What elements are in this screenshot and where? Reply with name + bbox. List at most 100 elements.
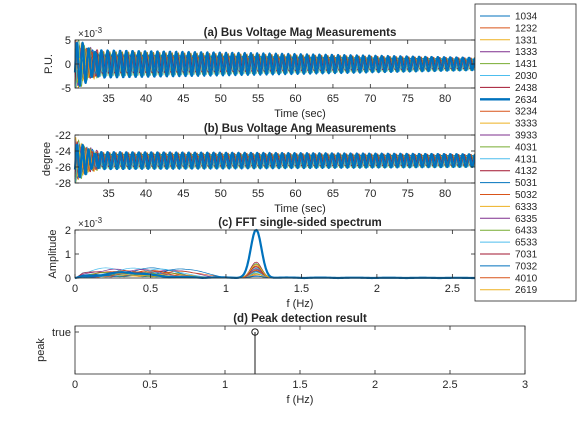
panel-d-title: (d) Peak detection result — [233, 313, 367, 325]
panel-b: (b) Bus Voltage Ang Measurements 35 40 45 5… — [41, 123, 477, 215]
legend-box — [474, 3, 577, 302]
legend-label-6533: 6533 — [515, 238, 538, 249]
legend-label-4031: 4031 — [515, 142, 538, 153]
x-tick-label: 45 — [177, 188, 189, 200]
x-tick-label: 65 — [327, 188, 339, 200]
x-tick-label: 75 — [402, 188, 414, 200]
legend-items: 1034123213311333143120302438263432343333… — [480, 12, 538, 296]
panel-c-ticks: 0 0.5 1 1.5 2 2.5 0 1 2 — [65, 225, 475, 295]
x-tick-label: 0.5 — [142, 379, 157, 391]
y-tick-label: 0 — [65, 273, 71, 285]
y-tick-label: 5 — [65, 35, 71, 47]
legend-label-2634: 2634 — [515, 95, 538, 106]
x-tick-label: 2 — [372, 379, 378, 391]
legend-label-7031: 7031 — [515, 250, 538, 261]
x-tick-label: 50 — [215, 188, 227, 200]
x-tick-label: 55 — [252, 188, 264, 200]
legend-label-6433: 6433 — [515, 226, 538, 237]
x-tick-label: 0.5 — [143, 283, 158, 295]
y-tick-label: -22 — [55, 130, 71, 142]
legend-label-4010: 4010 — [515, 273, 538, 284]
legend-label-6335: 6335 — [515, 214, 538, 225]
panel-a-ylabel: P.U. — [43, 54, 55, 74]
x-tick-label: 75 — [402, 93, 414, 105]
legend-label-1331: 1331 — [515, 35, 538, 46]
panel-d-plot — [251, 328, 259, 374]
legend-label-1034: 1034 — [515, 12, 538, 23]
x-tick-label: 35 — [103, 188, 115, 200]
x-tick-label: 35 — [103, 93, 115, 105]
legend-label-5031: 5031 — [515, 178, 538, 189]
x-tick-label: 45 — [177, 93, 189, 105]
y-tick-label: 1 — [65, 249, 71, 261]
panel-b-plot — [73, 137, 477, 184]
panel-c-title: (c) FFT single-sided spectrum — [218, 217, 382, 229]
y-tick-label: -5 — [61, 83, 71, 95]
x-tick-label: 50 — [215, 93, 227, 105]
panel-b-xlabel: Time (sec) — [274, 203, 326, 215]
x-tick-label: 60 — [289, 188, 301, 200]
legend-label-3933: 3933 — [515, 131, 538, 142]
panel-b-title: (b) Bus Voltage Ang Measurements — [204, 123, 396, 135]
x-tick-label: 60 — [289, 93, 301, 105]
series-2634-line — [73, 143, 477, 179]
x-tick-label: 1.5 — [294, 283, 309, 295]
x-tick-label: 0 — [72, 379, 78, 391]
x-tick-label: 40 — [140, 93, 152, 105]
panel-a-xlabel: Time (sec) — [274, 108, 326, 120]
legend-label-6333: 6333 — [515, 202, 538, 213]
legend-label-3234: 3234 — [515, 107, 538, 118]
x-tick-label: 1.5 — [292, 379, 307, 391]
x-tick-label: 80 — [439, 93, 451, 105]
y-tick-label: -26 — [55, 162, 71, 174]
x-tick-label: 2.5 — [445, 283, 460, 295]
panel-d: (d) Peak detection result 0 0.5 1 1.5 2 2.5 3 t… — [35, 313, 528, 406]
x-tick-label: 65 — [327, 93, 339, 105]
x-tick-label: 80 — [439, 188, 451, 200]
panel-c: ×10-3 (c) FFT single-sided spectrum 0 0.5… — [47, 216, 476, 310]
legend-label-2438: 2438 — [515, 83, 538, 94]
legend-label-2619: 2619 — [515, 285, 538, 296]
panel-d-ylabel: peak — [35, 338, 47, 362]
panel-d-xlabel: f (Hz) — [287, 394, 314, 406]
y-tick-label: -28 — [55, 178, 71, 190]
x-tick-label: 2 — [374, 283, 380, 295]
panel-c-xlabel: f (Hz) — [287, 298, 314, 310]
legend-label-5032: 5032 — [515, 190, 538, 201]
series-2634-line — [73, 41, 477, 87]
panel-b-ticks: 35 40 45 50 55 60 65 70 75 80 -28 -26 -24 -22 — [55, 130, 475, 200]
legend-label-4132: 4132 — [515, 166, 538, 177]
legend-label-1333: 1333 — [515, 47, 538, 58]
peak-marker — [251, 328, 259, 336]
panel-c-ylabel: Amplitude — [47, 230, 59, 279]
panel-b-ylabel: degree — [41, 142, 53, 176]
x-tick-label: 3 — [522, 379, 528, 391]
x-tick-label: 70 — [364, 188, 376, 200]
panel-a: (a) Bus Voltage Mag Measurements ×10-3 3… — [43, 26, 477, 120]
legend-label-2030: 2030 — [515, 71, 538, 82]
x-tick-label: 0 — [72, 283, 78, 295]
legend-label-4131: 4131 — [515, 154, 538, 165]
legend-label-3333: 3333 — [515, 119, 538, 130]
panel-c-exponent: ×10-3 — [78, 216, 103, 230]
x-tick-label: 40 — [140, 188, 152, 200]
x-tick-label: 1 — [222, 379, 228, 391]
panel-a-exponent: ×10-3 — [78, 26, 103, 40]
x-tick-label: 2.5 — [442, 379, 457, 391]
y-tick-label: 0 — [65, 59, 71, 71]
panel-a-title: (a) Bus Voltage Mag Measurements — [204, 27, 397, 39]
legend-label-1232: 1232 — [515, 23, 538, 34]
legend: 1034123213311333143120302438263432343333… — [474, 3, 577, 302]
y-tick-label: 2 — [65, 225, 71, 237]
legend-label-1431: 1431 — [515, 59, 538, 70]
legend-label-7032: 7032 — [515, 261, 538, 272]
y-tick-label: -24 — [55, 146, 71, 158]
panel-a-ticks: 35 40 45 50 55 60 65 70 75 80 -5 0 5 — [61, 35, 475, 105]
x-tick-label: 1 — [223, 283, 229, 295]
panel-d-ticks: 0 0.5 1 1.5 2 2.5 3 true — [52, 326, 528, 391]
panel-a-plot — [73, 39, 477, 89]
y-tick-label-true: true — [52, 327, 71, 339]
x-tick-label: 70 — [364, 93, 376, 105]
x-tick-label: 55 — [252, 93, 264, 105]
